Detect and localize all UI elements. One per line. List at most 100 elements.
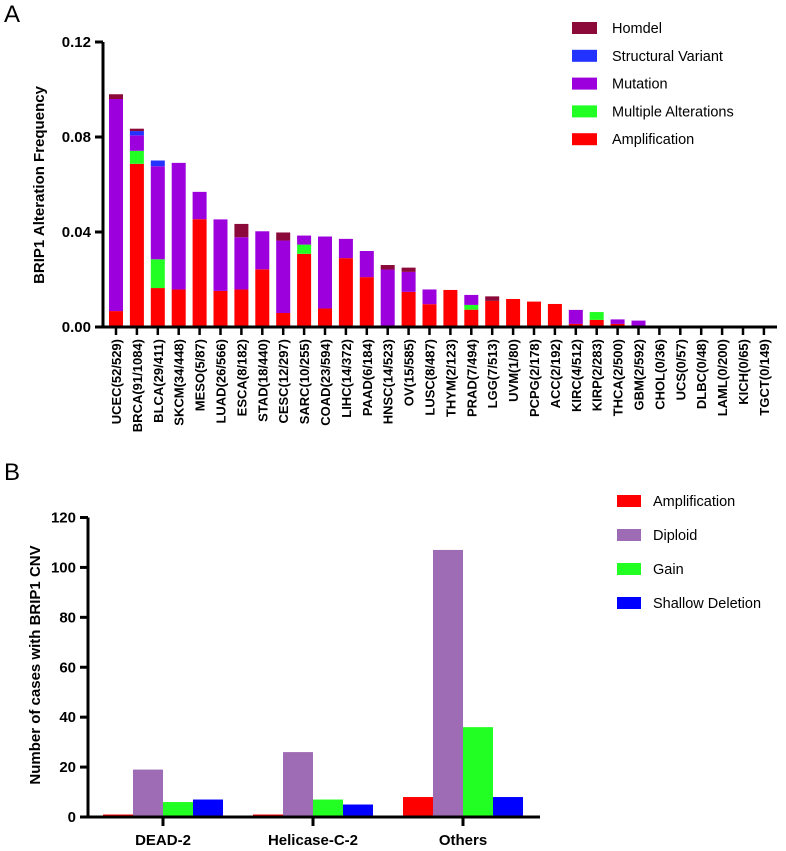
bar-mutation [318,236,332,309]
bar-mutation [610,319,625,324]
bar-mutation [276,240,291,313]
legend-label-diploid: Diploid [653,528,697,544]
legend-label-shallow-deletion: Shallow Deletion [653,596,761,612]
x-tick-label: UCEC(52/529) [109,339,124,424]
bar-amplification [276,312,291,327]
x-tick-label: ESCA(8/182) [234,339,249,416]
bar-homdel [129,128,144,132]
bar-structural-variant [150,160,165,167]
bar-mutation [171,162,186,290]
bar-shallow-deletion [193,799,223,817]
bar-mutation [297,235,312,245]
legend-swatch-amplification [572,133,597,146]
bar-homdel [276,232,291,241]
bar-multiple-alterations [464,304,479,310]
panel-a-chart: UCEC(52/529) BRCA(91/1084) BLCA(29/411) SKC… [62,21,777,432]
x-tick-label: ACC(2/192) [548,339,563,408]
bar-amplification [485,300,500,327]
bar-gain [313,799,343,817]
y-tick-label: 0 [68,809,76,826]
x-tick-label: PAAD(6/184) [360,339,375,416]
x-tick-label: DLBC(0/48) [694,339,709,409]
x-tick-label: LAML(0/200) [715,339,730,416]
bar-amplification [443,289,458,327]
bar-amplification [610,323,625,327]
bar-mutation [255,231,270,270]
x-tick-label: LUSC(8/487) [423,339,438,416]
bar-amplification [547,303,562,327]
x-tick-label: UVM(1/80) [506,339,521,402]
x-tick-label: MESO(5/87) [193,339,208,411]
bar-mutation [422,289,437,305]
y-tick-label: 0.04 [62,224,92,241]
x-tick-label: SARC(10/255) [297,339,312,424]
bar-mutation [109,99,123,312]
bar-amplification [401,291,416,327]
legend-label-multiple-alterations: Multiple Alterations [612,104,734,120]
y-tick-label: 100 [51,559,76,576]
bar-diploid [283,752,313,817]
x-tick-label: BLCA(29/411) [151,339,166,423]
x-tick-label: CHOL(0/36) [652,339,667,410]
x-tick-label: UCS(0/57) [673,339,688,400]
bar-mutation [129,135,144,151]
bar-homdel [485,296,500,301]
legend-label-gain: Gain [653,562,684,578]
bar-mutation [234,237,249,290]
bar-mutation [568,309,583,324]
bar-amplification [318,308,332,327]
bar-mutation [338,238,353,259]
y-tick-label: 0.08 [62,129,91,146]
x-tick-label: COAD(23/594) [318,339,333,426]
legend-swatch-shallow-deletion [617,597,641,609]
legend-swatch-diploid [617,529,641,541]
x-tick-label: OV(15/585) [402,339,417,406]
bar-amplification [422,304,437,327]
y-tick-label: 80 [59,609,76,626]
bar-amplification [192,219,207,327]
bar-amplification [171,289,186,327]
x-tick-label: KICH(0/65) [736,339,751,405]
legend-swatch-structural-variant [572,49,597,62]
bar-amplification [464,309,479,327]
bar-multiple-alterations [589,312,604,320]
bar-gain [163,802,193,817]
legend-swatch-mutation [572,77,597,90]
bar-structural-variant [129,131,144,136]
bar-homdel [380,265,395,270]
bar-mutation [150,166,165,260]
bar-shallow-deletion [343,804,373,817]
y-tick-label: 20 [59,759,76,776]
x-tick-label: KIRC(4/512) [569,339,584,412]
bar-shallow-deletion [493,797,523,817]
bar-mutation [192,191,207,220]
legend-swatch-gain [617,563,641,575]
panel-b-y-axis-title: Number of cases with BRIP1 CNV [27,545,44,784]
y-tick-label: 120 [51,510,76,527]
legend-label-amplification: Amplification [653,494,735,510]
x-tick-label: BRCA(91/1084) [130,339,145,432]
x-tick-label: HNSC(14/523) [381,339,396,424]
bar-amplification [297,253,312,327]
y-tick-label: 0.12 [62,34,91,51]
x-tick-label: GBM(2/592) [632,339,647,411]
bar-amplification [589,319,604,327]
bar-multiple-alterations [150,259,165,289]
legend-swatch-homdel [572,22,597,34]
bar-amplification [359,277,374,327]
bar-mutation [359,251,374,278]
legend-swatch-amplification [617,495,641,507]
bar-amplification [255,269,270,327]
y-tick-label: 40 [59,709,76,726]
x-tick-label: PRAD(7/494) [464,339,479,417]
panel-a-y-axis-title: BRIP1 Alteration Frequency [31,85,48,283]
bar-amplification [506,298,521,327]
bar-amplification [129,163,144,327]
x-tick-label: KIRP(2/283) [590,339,605,411]
bar-amplification [527,301,541,327]
bar-multiple-alterations [297,244,312,254]
bar-diploid [433,549,463,817]
x-tick-label: LUAD(26/566) [214,339,229,424]
bar-multiple-alterations [129,150,144,164]
x-tick-label: Helicase-C-2 [268,832,358,849]
